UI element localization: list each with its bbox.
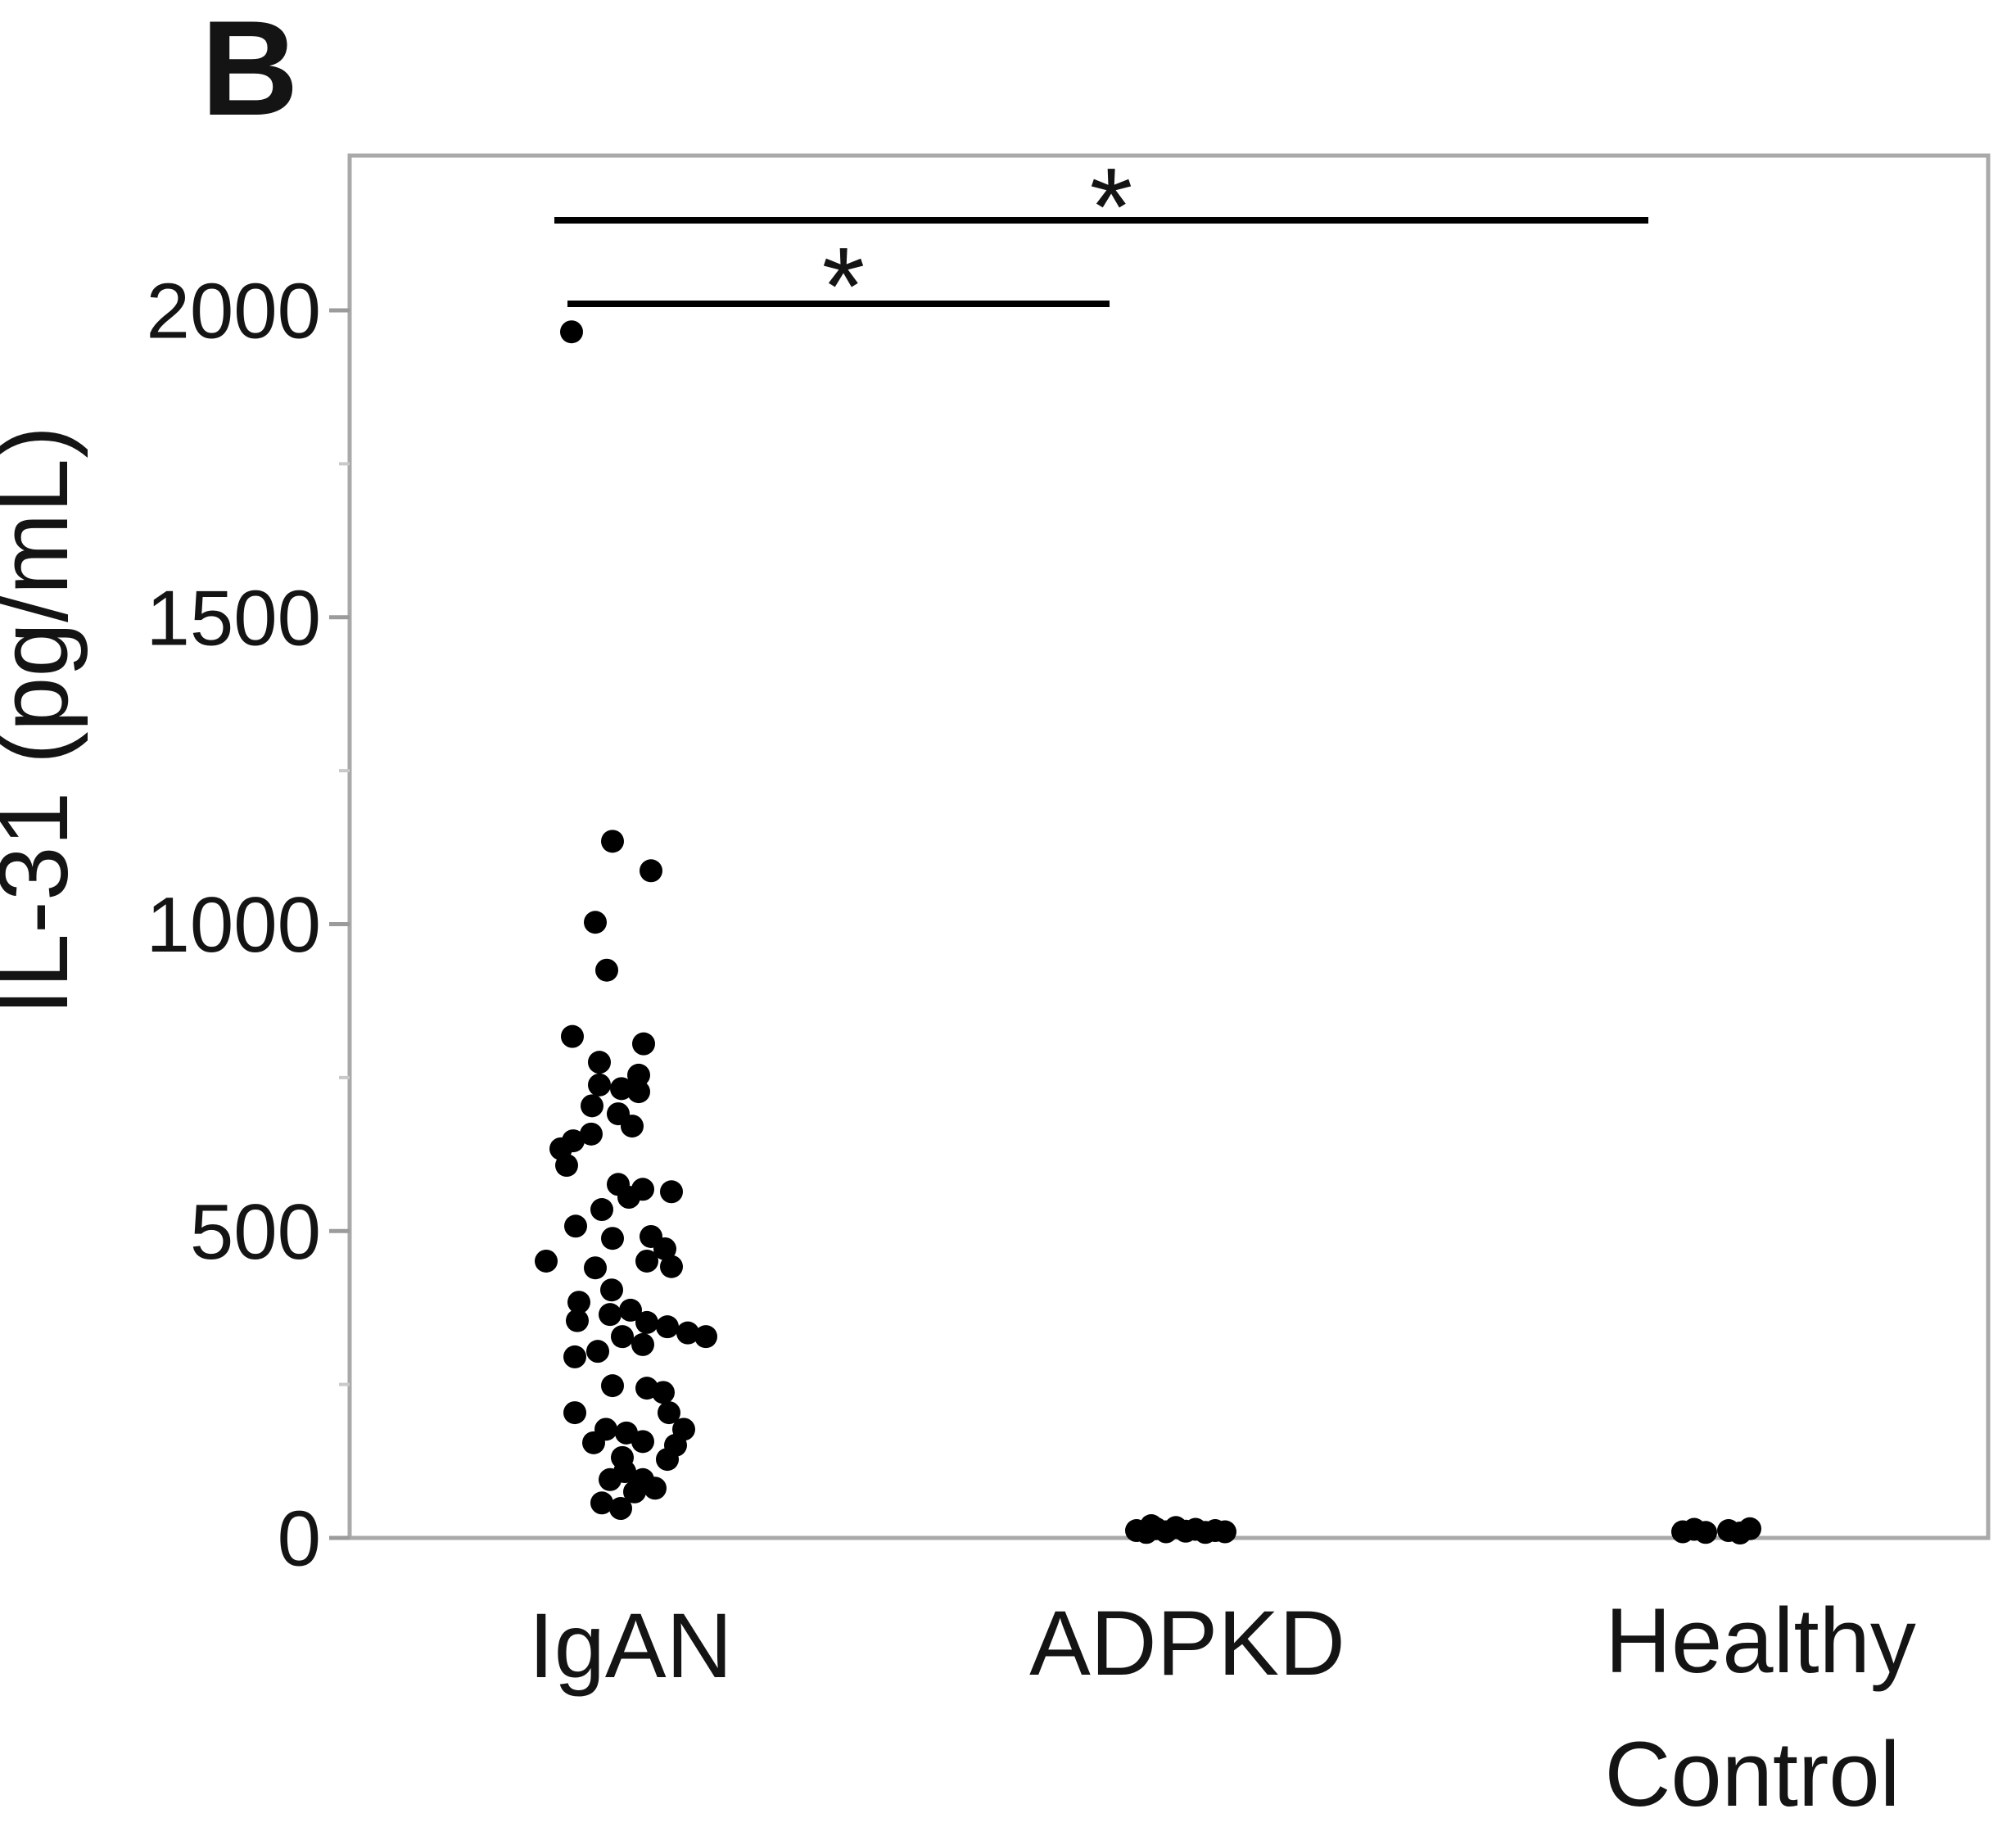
data-point: [640, 859, 662, 883]
plot-border: [347, 153, 1991, 1540]
data-point: [609, 1497, 632, 1521]
data-point: [561, 1024, 584, 1048]
data-point: [560, 320, 583, 344]
data-point: [601, 1227, 624, 1250]
y-axis-title: IL-31 (pg/mL): [0, 426, 88, 1015]
data-point: [586, 1340, 609, 1363]
data-point: [588, 1051, 611, 1074]
data-point: [694, 1325, 717, 1349]
data-point: [581, 1094, 603, 1118]
data-points: [535, 320, 1761, 1545]
data-point: [676, 1321, 699, 1345]
data-point: [623, 1480, 646, 1504]
data-point: [656, 1315, 679, 1339]
data-point: [601, 830, 624, 853]
data-point: [632, 1032, 655, 1056]
category-label-healthy-line1: Healthy: [1605, 1590, 1916, 1692]
y-tick-label: 500: [190, 1188, 321, 1276]
data-point: [658, 1401, 680, 1425]
plot-frame: [347, 153, 1991, 1540]
data-point: [535, 1249, 558, 1273]
data-point: [584, 911, 607, 934]
data-point: [1214, 1520, 1236, 1544]
data-point: [564, 1214, 587, 1238]
data-point: [555, 1154, 578, 1178]
data-point: [1140, 1514, 1163, 1538]
data-point: [563, 1401, 586, 1425]
data-point: [631, 1332, 654, 1356]
data-point: [566, 1309, 589, 1332]
data-point: [610, 1077, 633, 1101]
data-point: [580, 1122, 603, 1146]
category-label-adpkd: ADPKD: [1029, 1592, 1345, 1694]
y-tick-label: 0: [278, 1495, 321, 1583]
data-point: [563, 1345, 586, 1368]
data-point: [599, 1303, 622, 1327]
data-point: [600, 1278, 623, 1302]
data-point: [656, 1448, 679, 1472]
data-point: [584, 1256, 607, 1280]
data-point: [660, 1255, 683, 1278]
data-point: [601, 1374, 624, 1398]
data-point: [627, 1080, 650, 1104]
data-point: [611, 1325, 634, 1349]
data-point: [588, 1073, 611, 1097]
data-point: [653, 1237, 676, 1260]
data-point: [627, 1063, 650, 1087]
category-label-healthy-line2: Control: [1604, 1723, 1900, 1825]
data-point: [635, 1310, 658, 1334]
panel-label: B: [201, 0, 298, 143]
significance-star-igan-adpkd: *: [822, 224, 866, 348]
data-point: [595, 958, 618, 982]
significance-star-igan-healthy: *: [1090, 145, 1133, 269]
data-point: [652, 1381, 675, 1404]
data-point: [617, 1186, 640, 1210]
data-point: [644, 1477, 667, 1500]
y-tick-label: 2000: [146, 268, 321, 355]
data-point: [635, 1249, 658, 1273]
data-point: [631, 1430, 654, 1454]
data-point: [1694, 1521, 1717, 1544]
y-axis-tick-labels: 0 500 1000 1500 2000: [146, 268, 321, 1583]
data-point: [567, 1291, 590, 1314]
category-label-igan: IgAN: [529, 1594, 733, 1697]
data-point: [621, 1115, 644, 1138]
data-point: [1738, 1517, 1761, 1540]
data-point: [619, 1298, 642, 1322]
data-point: [613, 1460, 636, 1484]
data-point: [590, 1198, 613, 1222]
significance-bars: [554, 217, 1648, 307]
y-tick-label: 1500: [146, 574, 321, 662]
data-point: [590, 1491, 613, 1515]
y-tick-label: 1000: [146, 881, 321, 969]
data-point: [582, 1431, 605, 1454]
y-axis-ticks: [329, 308, 350, 1540]
data-point: [660, 1180, 683, 1204]
